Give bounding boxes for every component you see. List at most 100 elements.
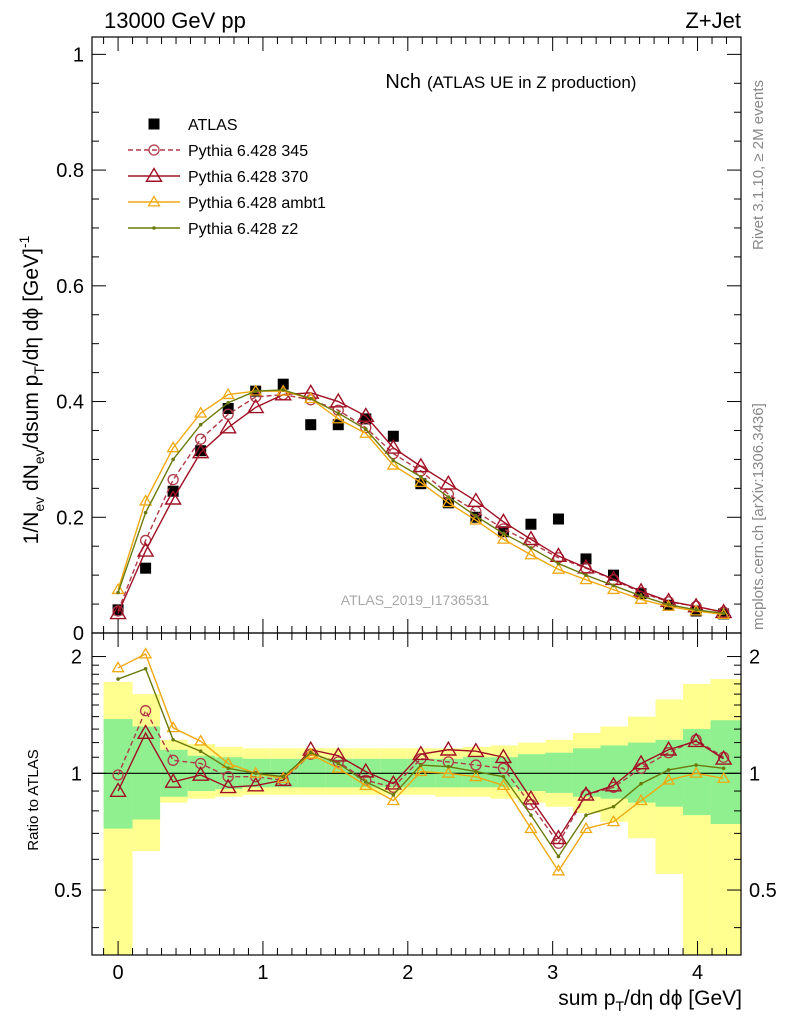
- data-point-p370: [136, 541, 155, 557]
- ratio-point-p370: [522, 789, 540, 805]
- ratio-point-z2: [639, 781, 643, 786]
- data-point-atlas: [305, 419, 317, 431]
- data-point-z2: [529, 546, 533, 550]
- ratio-point-p370: [191, 766, 210, 781]
- ratio-point-p370: [632, 754, 650, 770]
- data-point-z2: [198, 422, 203, 427]
- data-point-ambt1: [249, 384, 263, 396]
- data-point-ambt1: [606, 582, 621, 595]
- data-point-z2: [253, 389, 258, 393]
- series-line-p370: [117, 392, 724, 614]
- ratio-frame: [91, 632, 742, 956]
- ratio-point-p345: [167, 754, 179, 766]
- data-point-ambt1: [414, 475, 428, 488]
- data-point-z2: [116, 590, 120, 595]
- x-tick-label: 3: [547, 962, 558, 984]
- ratio-point-p345: [497, 762, 510, 774]
- data-point-atlas: [222, 402, 234, 414]
- ratio-point-p345: [222, 771, 234, 783]
- ratio-point-p370: [412, 745, 430, 761]
- legend-label: ATLAS: [188, 117, 238, 134]
- ratio-point-p370: [219, 778, 237, 794]
- legend: [128, 118, 180, 230]
- data-point-z2: [639, 594, 643, 598]
- ratio-point-p370: [384, 774, 403, 790]
- ratio-point-p370: [604, 776, 623, 792]
- ratio-point-p370: [467, 742, 485, 758]
- ratio-line-ambt1: [117, 653, 724, 873]
- data-point-z2: [611, 583, 616, 588]
- legend-label: Pythia 6.428 z2: [188, 221, 298, 238]
- data-point-ambt1: [166, 441, 180, 453]
- data-point-z2: [694, 608, 698, 612]
- data-point-ambt1: [386, 458, 400, 470]
- data-point-z2: [721, 611, 726, 616]
- ratio-point-z2: [666, 768, 671, 772]
- data-point-atlas: [360, 413, 372, 425]
- ratio-point-ambt1: [524, 821, 538, 834]
- data-point-z2: [666, 602, 671, 607]
- y-axis-title-ratio: Ratio to ATLAS: [25, 749, 42, 850]
- y-axis-title-main: 1/Nev dNev/dsum pT/dη dϕ [GeV]-1: [16, 235, 47, 544]
- legend-marker-z2: [152, 226, 156, 230]
- legend-label: Pythia 6.428 ambt1: [188, 195, 326, 212]
- data-point-p370: [714, 603, 733, 619]
- ratio-y-tick-label-right: 1: [749, 763, 760, 785]
- ratio-band-outer: [683, 683, 711, 955]
- data-point-p370: [384, 438, 403, 454]
- ratio-point-ambt1: [194, 734, 208, 746]
- ratio-point-p370: [357, 762, 375, 778]
- ratio-point-ambt1: [661, 773, 676, 785]
- ratio-point-z2: [171, 737, 175, 742]
- ratio-point-z2: [419, 763, 423, 767]
- ratio-point-z2: [226, 766, 230, 771]
- legend-marker-atlas: [148, 118, 160, 130]
- y-tick-label: 0.2: [56, 507, 84, 529]
- data-point-p345: [167, 474, 179, 486]
- mcplots-label: mcplots.cern.ch [arXiv:1306.3436]: [750, 403, 767, 630]
- ratio-y-tick-label-right: 2: [749, 647, 760, 669]
- ratio-point-ambt1: [138, 647, 153, 659]
- data-point-p370: [577, 558, 595, 574]
- y-tick-label: 0.4: [56, 392, 84, 414]
- data-point-z2: [474, 514, 478, 518]
- series-line-z2: [117, 389, 724, 615]
- main-title: Nch: [385, 71, 421, 93]
- ratio-line-p370: [117, 731, 724, 840]
- ratio-point-ambt1: [689, 766, 703, 778]
- svg-text:1/Nev dNev/dsum pT/dη dϕ [GeV]: 1/Nev dNev/dsum pT/dη dϕ [GeV]-1: [16, 235, 47, 544]
- ratio-point-p370: [659, 740, 678, 756]
- ratio-point-p370: [577, 785, 595, 801]
- series-line-p345: [117, 393, 724, 613]
- data-point-p370: [274, 385, 292, 401]
- data-point-p370: [549, 547, 568, 562]
- ratio-point-p345: [387, 781, 399, 793]
- data-point-z2: [308, 396, 313, 401]
- ratio-point-z2: [446, 764, 451, 769]
- data-point-ambt1: [138, 494, 153, 506]
- header-left-label: 13000 GeV pp: [104, 8, 246, 33]
- ratio-point-ambt1: [359, 778, 373, 791]
- ratio-point-z2: [529, 813, 533, 817]
- analysis-watermark: ATLAS_2019_I1736531: [341, 592, 490, 608]
- ratio-point-ambt1: [551, 864, 566, 876]
- ratio-point-p345: [139, 705, 152, 717]
- ratio-point-p370: [549, 829, 568, 845]
- data-point-p370: [302, 383, 320, 399]
- x-tick-label: 1: [257, 962, 268, 984]
- ratio-point-p370: [687, 732, 705, 748]
- data-point-ambt1: [634, 592, 648, 604]
- data-point-atlas: [415, 478, 427, 490]
- ratio-series-group: [109, 647, 733, 876]
- legend-marker-ambt1: [147, 195, 161, 207]
- data-point-p370: [467, 492, 485, 508]
- ratio-point-z2: [556, 854, 561, 859]
- ratio-point-ambt1: [111, 661, 125, 673]
- ratio-point-p370: [164, 773, 182, 788]
- header-right-label: Z+Jet: [685, 8, 741, 33]
- data-point-z2: [363, 427, 368, 432]
- data-point-z2: [391, 458, 396, 463]
- y-tick-label: 0.6: [56, 276, 84, 298]
- ratio-point-z2: [474, 769, 478, 774]
